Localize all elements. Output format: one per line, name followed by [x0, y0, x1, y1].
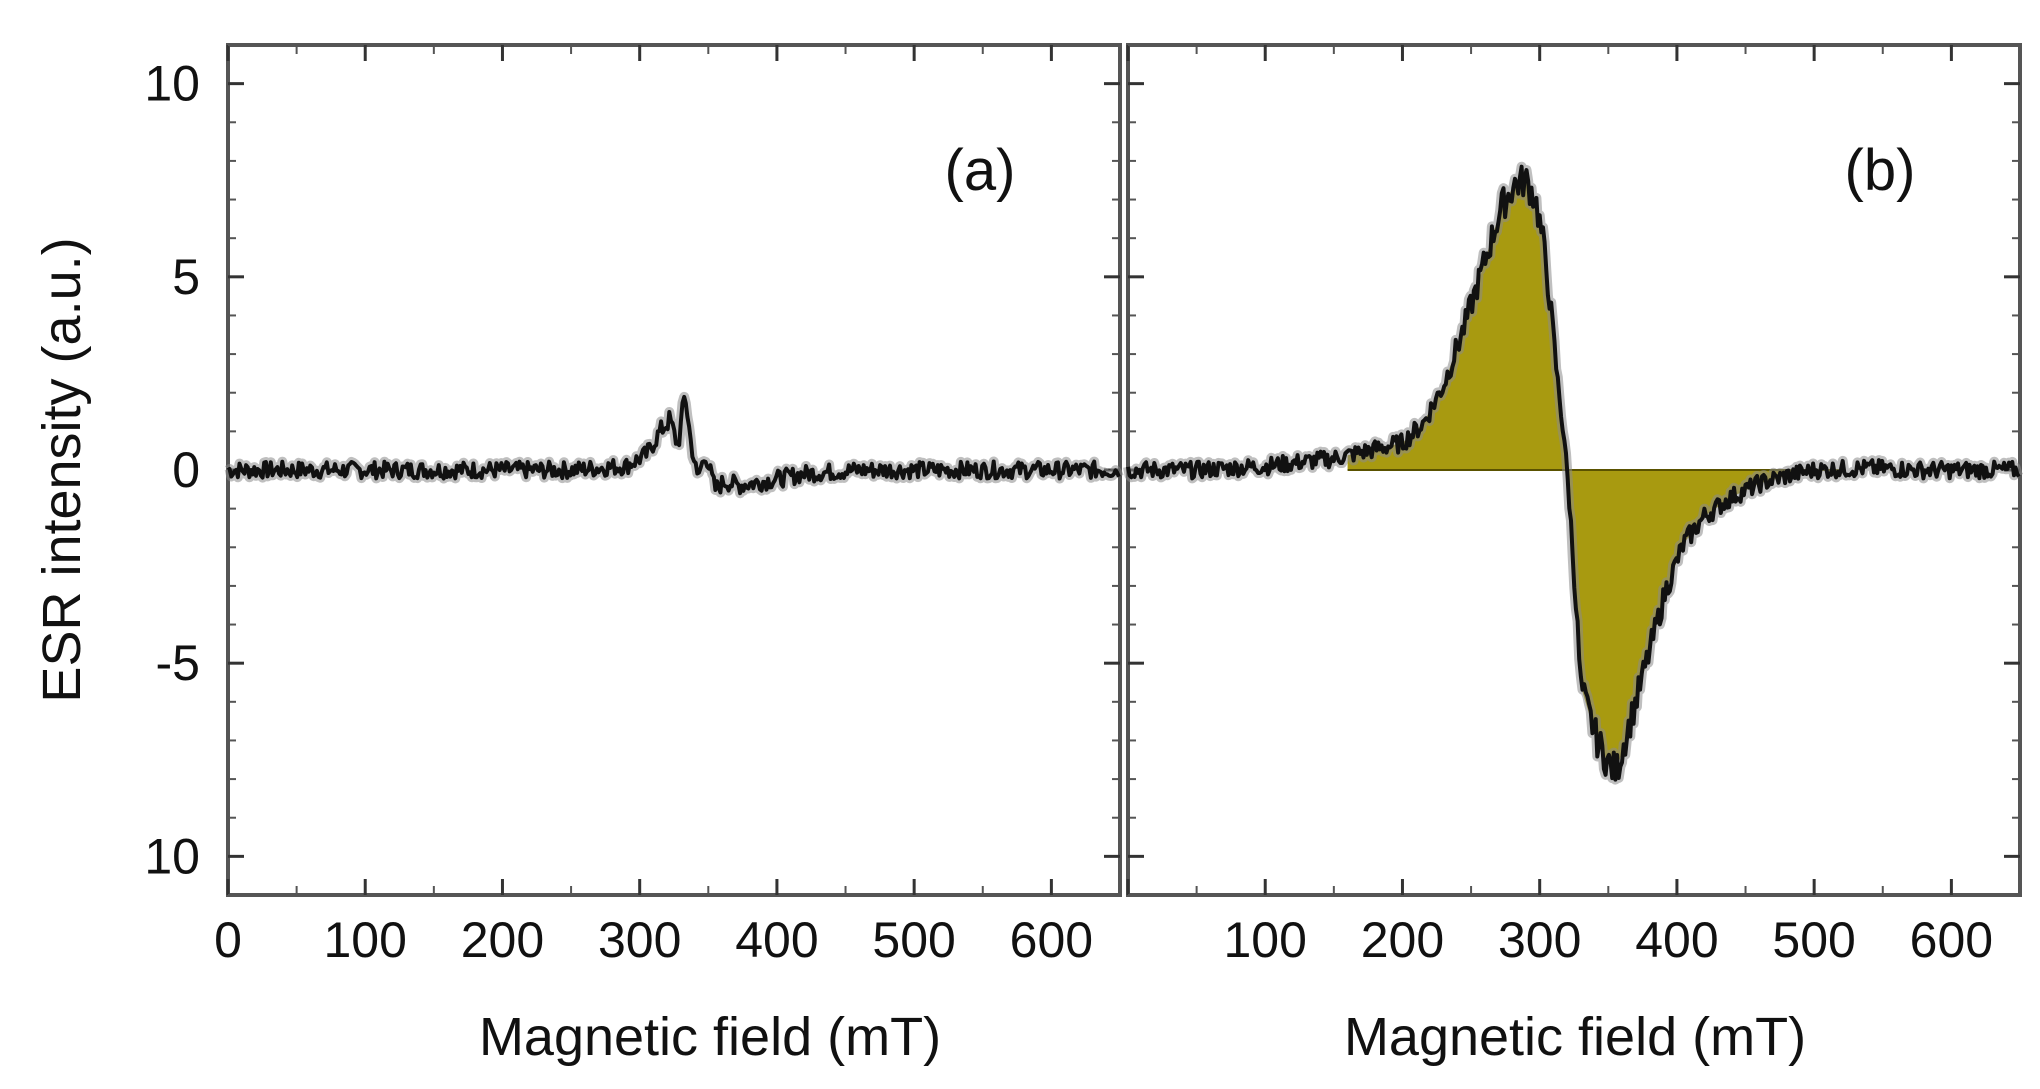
- series-line: [226, 394, 1121, 496]
- series-line: [1126, 164, 2021, 782]
- x-tick-label: 400: [1635, 912, 1718, 968]
- x-tick-label: 0: [214, 912, 242, 968]
- y-tick-label: -5: [156, 635, 200, 691]
- x-tick-label: 600: [1910, 912, 1993, 968]
- x-tick-label: 200: [1361, 912, 1444, 968]
- x-tick-label: 500: [872, 912, 955, 968]
- x-tick-label: 500: [1772, 912, 1855, 968]
- panel-a-label: (a): [945, 138, 1016, 203]
- y-tick-label: 0: [172, 442, 200, 498]
- series-fill-area: [1347, 180, 1842, 772]
- panel-b-fill: [1347, 180, 1842, 772]
- panel-a: (a) 0 100 200 300 400 500 600 10 5 0 -5 10 Magneti…: [32, 43, 1124, 1067]
- x-tick-label: 100: [324, 912, 407, 968]
- panel-b-data: [1123, 161, 2024, 785]
- panel-a-data: [224, 391, 1124, 499]
- panel-a-y-tick-labels: 10 5 0 -5 10: [144, 56, 200, 885]
- panel-a-ticks: [226, 44, 1121, 896]
- panel-b-label: (b): [1845, 138, 1916, 203]
- y-tick-label: 10: [144, 828, 200, 884]
- y-axis-title: ESR intensity (a.u.): [32, 237, 92, 702]
- panel-b-x-tick-labels: 100 200 300 400 500 600: [1224, 912, 1994, 968]
- x-tick-label: 200: [461, 912, 544, 968]
- x-tick-label: 100: [1224, 912, 1307, 968]
- x-tick-label: 300: [1498, 912, 1581, 968]
- x-tick-label: 400: [735, 912, 818, 968]
- y-tick-label: 10: [144, 56, 200, 112]
- panel-a-x-tick-labels: 0 100 200 300 400 500 600: [214, 912, 1093, 968]
- x-tick-label: 300: [598, 912, 681, 968]
- panel-b-x-axis-title: Magnetic field (mT): [1344, 1007, 1806, 1067]
- panel-a-x-axis-title: Magnetic field (mT): [479, 1007, 941, 1067]
- panel-b: (b) 100 200 300 400 500 600 Magnetic field (m…: [1123, 43, 2024, 1067]
- y-tick-label: 5: [172, 249, 200, 305]
- panel-b-ticks: [1126, 44, 2021, 896]
- x-tick-label: 600: [1010, 912, 1093, 968]
